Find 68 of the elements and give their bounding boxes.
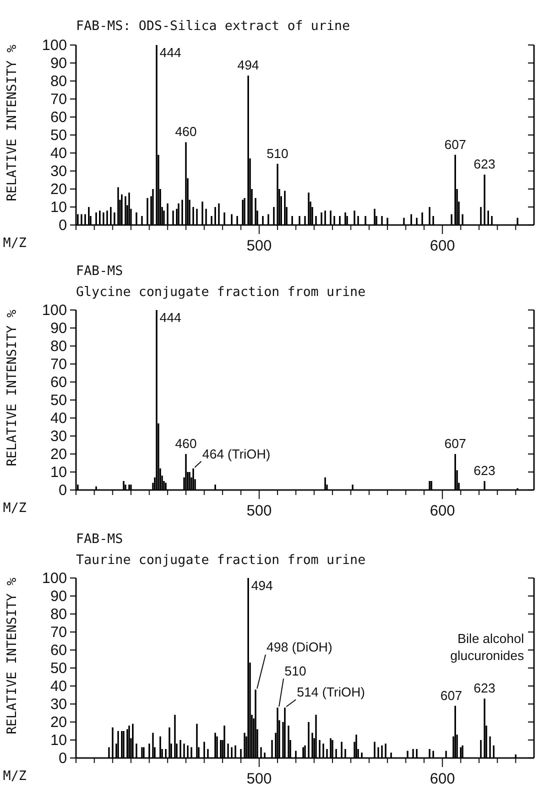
annotation: 623 xyxy=(474,463,496,478)
annotation: Bile alcohol glucuronides xyxy=(450,631,524,663)
annotation: 510 xyxy=(266,146,288,161)
y-tick-label: 30 xyxy=(50,162,67,180)
annotation: 607 xyxy=(440,688,462,703)
annotation: 607 xyxy=(444,136,466,152)
y-tick-label: 0 xyxy=(58,216,67,234)
y-tick-label: 50 xyxy=(50,126,67,144)
x-tick-label: 500 xyxy=(246,770,272,788)
x-axis-title: M/Z xyxy=(3,501,27,516)
y-tick-label: 60 xyxy=(50,374,67,391)
chart-title: FAB-MS xyxy=(76,532,123,547)
x-tick-label: 600 xyxy=(430,238,455,254)
y-tick-label: 80 xyxy=(50,606,67,623)
y-tick-label: 100 xyxy=(42,36,67,54)
y-tick-label: 100 xyxy=(42,302,67,319)
y-tick-label: 100 xyxy=(42,570,67,587)
annotation: 460 xyxy=(175,124,197,140)
x-tick-label: 500 xyxy=(246,238,272,254)
annotation: 460 xyxy=(175,436,197,451)
annotation: 444 xyxy=(160,45,182,60)
y-tick-label: 20 xyxy=(50,180,67,198)
y-tick-label: 10 xyxy=(50,732,67,749)
y-tick-label: 40 xyxy=(50,678,67,695)
annotation: 510 xyxy=(284,664,306,679)
annotation: 494 xyxy=(251,578,273,593)
y-tick-label: 50 xyxy=(50,660,67,677)
annotation: 494 xyxy=(237,58,260,73)
y-axis-title: RELATIVE INTENSITY % xyxy=(5,310,20,466)
y-tick-label: 60 xyxy=(50,642,67,659)
annotation: 464 (TriOH) xyxy=(202,446,270,462)
y-tick-label: 40 xyxy=(50,410,67,427)
annotation: 623 xyxy=(474,156,496,172)
annotation: 514 (TriOH) xyxy=(296,684,365,700)
y-tick-label: 90 xyxy=(50,320,67,337)
annotation: 623 xyxy=(474,680,496,696)
annotation: 607 xyxy=(444,436,466,451)
y-tick-label: 70 xyxy=(50,90,67,108)
y-tick-label: 60 xyxy=(50,108,67,126)
y-tick-label: 20 xyxy=(50,446,67,463)
x-tick-label: 600 xyxy=(430,770,455,788)
x-tick-label: 600 xyxy=(430,502,455,520)
y-tick-label: 80 xyxy=(50,72,67,90)
y-tick-label: 0 xyxy=(58,482,67,499)
y-tick-label: 70 xyxy=(50,356,67,373)
y-tick-label: 10 xyxy=(50,198,67,216)
y-tick-label: 20 xyxy=(50,714,67,731)
y-axis-title: RELATIVE INTENSITY % xyxy=(5,578,20,734)
y-tick-label: 10 xyxy=(50,464,67,481)
x-axis-title: M/Z xyxy=(3,236,27,251)
y-tick-label: 90 xyxy=(50,588,67,605)
y-tick-label: 90 xyxy=(50,54,67,72)
chart-title: FAB-MS: ODS-Silica extract of urine xyxy=(76,19,350,34)
annotation: 498 (DiOH) xyxy=(266,640,332,655)
chart-title: FAB-MS xyxy=(76,264,123,279)
y-tick-label: 40 xyxy=(50,144,67,162)
y-tick-label: 80 xyxy=(50,338,67,355)
annotation: 444 xyxy=(160,310,182,325)
y-tick-label: 30 xyxy=(50,696,67,713)
y-tick-label: 0 xyxy=(58,750,67,767)
chart-subtitle: Taurine conjugate fraction from urine xyxy=(76,553,366,568)
y-axis-title: RELATIVE INTENSITY % xyxy=(5,44,20,202)
x-axis-title: M/Z xyxy=(3,769,27,784)
x-tick-label: 500 xyxy=(246,502,272,520)
chart-subtitle: Glycine conjugate fraction from urine xyxy=(76,285,366,300)
y-tick-label: 70 xyxy=(50,624,67,641)
y-tick-label: 50 xyxy=(50,392,67,409)
y-tick-label: 30 xyxy=(50,428,67,445)
